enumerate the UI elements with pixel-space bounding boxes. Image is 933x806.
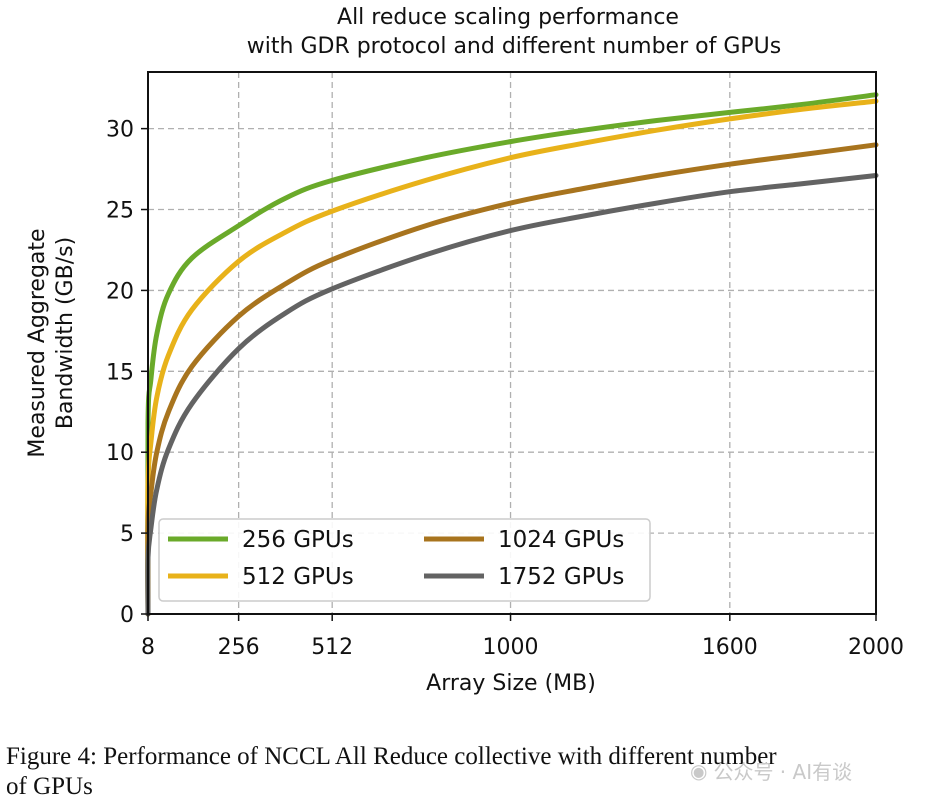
- x-tick-label: 2000: [848, 635, 904, 660]
- watermark-text: 公众号 · AI有谈: [713, 760, 853, 784]
- x-tick-label: 8: [141, 635, 155, 660]
- series-line-0: [145, 92, 879, 617]
- axis-ticks: 8 256 512 1000 1600 2000 0 5 10 15 20 25 30: [106, 118, 904, 660]
- series-line-3: [145, 173, 879, 617]
- legend-box: [158, 518, 651, 602]
- y-tick-label: 15: [106, 360, 134, 385]
- y-tick-label: 25: [106, 199, 134, 224]
- y-axis-label-line1: Measured Aggregate: [25, 228, 50, 457]
- y-tick-label: 5: [120, 522, 134, 547]
- series-lines: [145, 92, 879, 617]
- figure-caption: Figure 4: Performance of NCCL All Reduce…: [6, 742, 931, 802]
- caption-line-2: of GPUs: [6, 773, 93, 800]
- x-tick-label: 512: [311, 635, 353, 660]
- caption-line-1: Figure 4: Performance of NCCL All Reduce…: [6, 743, 777, 770]
- legend-label-2: 1024 GPUs: [498, 527, 624, 553]
- plot-frame: [147, 71, 877, 615]
- y-tick-label: 0: [120, 603, 134, 628]
- wechat-icon: ◉: [690, 758, 708, 783]
- y-axis-label-line2: Bandwidth (GB/s): [53, 237, 78, 429]
- legend: 256 GPUs 512 GPUs 1024 GPUs 1752 GPUs: [158, 518, 651, 602]
- chart-svg: All reduce scaling performance with GDR …: [25, 5, 904, 696]
- chart-title-line2: with GDR protocol and different number o…: [247, 34, 781, 59]
- x-tick-label: 1000: [483, 635, 539, 660]
- chart-figure: All reduce scaling performance with GDR …: [25, 5, 904, 696]
- x-axis-label: Array Size (MB): [426, 671, 596, 696]
- watermark: ◉ 公众号 · AI有谈: [690, 756, 852, 785]
- legend-label-3: 1752 GPUs: [498, 564, 624, 590]
- series-line-2: [145, 142, 879, 617]
- y-tick-label: 10: [106, 441, 134, 466]
- x-tick-label: 256: [218, 635, 260, 660]
- legend-label-1: 512 GPUs: [242, 564, 354, 590]
- y-tick-label: 30: [106, 118, 134, 143]
- x-tick-label: 1600: [702, 635, 758, 660]
- chart-title-line1: All reduce scaling performance: [337, 5, 679, 30]
- series-line-1: [145, 98, 879, 617]
- legend-label-0: 256 GPUs: [242, 527, 354, 553]
- y-tick-label: 20: [106, 279, 134, 304]
